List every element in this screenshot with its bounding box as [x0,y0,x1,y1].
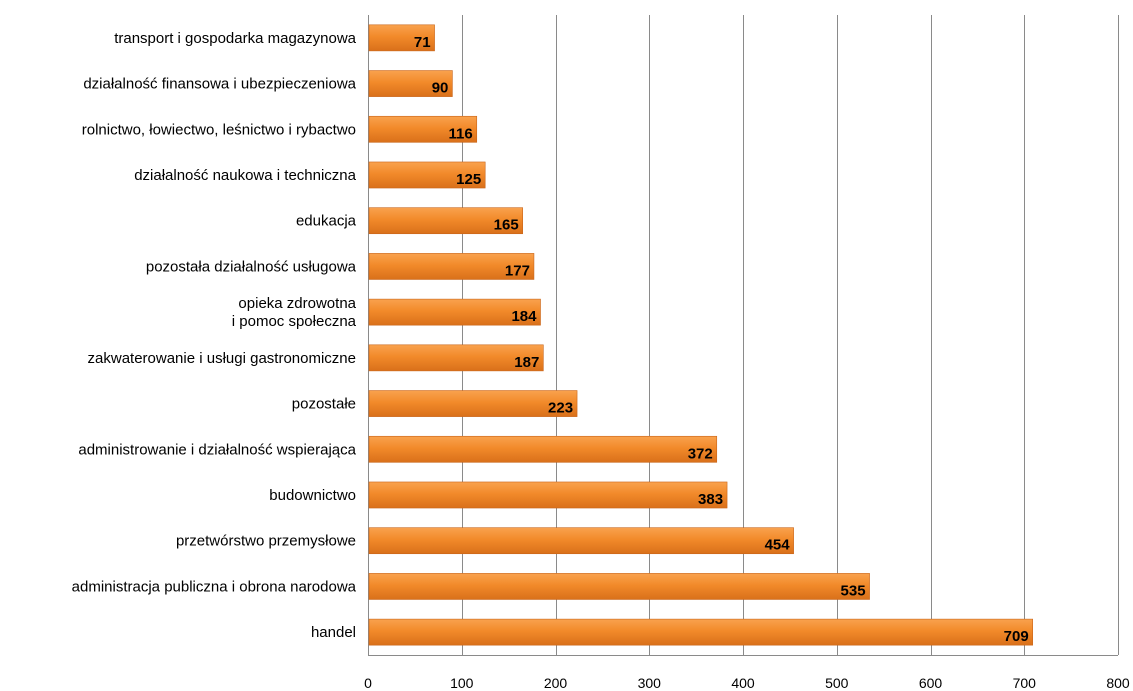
category-label: budownictwo [269,487,356,504]
data-label: 187 [514,354,539,371]
x-tick-label: 500 [825,675,849,691]
x-tick-label: 100 [450,675,474,691]
category-label: edukacja [296,213,357,230]
category-label: rolnictwo, łowiectwo, leśnictwo i rybact… [82,121,356,138]
x-tick-label: 0 [364,675,372,691]
data-label: 223 [548,400,573,417]
data-label: 535 [841,582,866,599]
bar [368,435,718,463]
category-label: pozostałe [292,396,356,413]
x-tick-label: 600 [919,675,943,691]
data-label: 454 [765,537,791,554]
category-labels: transport i gospodarka magazynowa działal… [72,30,357,641]
bars [368,24,1033,646]
bar [368,70,453,97]
category-label: handel [311,624,356,641]
data-label: 177 [505,262,530,279]
bar [368,115,478,143]
bar [368,24,435,52]
bar [368,344,544,372]
category-label: działalność finansowa i ubezpieczeniowa [83,76,356,93]
value-labels: 71 90 116 125 165 177 184 187 223 372 383 454 535 709 [414,34,1029,645]
data-label: 71 [414,34,431,51]
bar [368,207,523,235]
data-label: 184 [511,308,537,325]
bar [368,161,486,189]
bar [368,573,870,600]
category-label: administracja publiczna i obrona narodow… [72,578,357,595]
category-label: pozostała działalność usługowa [146,258,357,275]
grid [368,15,1119,656]
category-label: transport i gospodarka magazynowa [114,30,356,47]
category-label: zakwaterowanie i usługi gastronomiczne [88,350,356,367]
x-tick-label: 800 [1106,675,1130,691]
x-tick-label: 400 [731,675,755,691]
x-axis-ticks: 0 100 200 300 400 500 600 700 800 [364,675,1130,691]
bar [368,481,728,509]
data-label: 165 [494,217,519,234]
bar [368,527,794,555]
category-label: działalność naukowa i techniczna [134,167,356,184]
bar [368,253,535,280]
data-label: 125 [456,171,481,188]
category-label: opieka zdrowotna i pomoc społeczna [232,295,357,330]
data-label: 116 [449,125,473,142]
data-label: 372 [688,445,713,462]
x-tick-label: 300 [638,675,662,691]
data-label: 90 [432,80,449,97]
bar [368,298,541,326]
data-label: 383 [698,491,723,508]
x-tick-label: 700 [1013,675,1037,691]
x-tick-label: 200 [544,675,568,691]
category-label: administrowanie i działalność wspierając… [78,441,356,458]
bar [368,618,1033,646]
category-label: przetwórstwo przemysłowe [176,533,356,550]
bar [368,390,578,417]
data-label: 709 [1004,628,1029,645]
